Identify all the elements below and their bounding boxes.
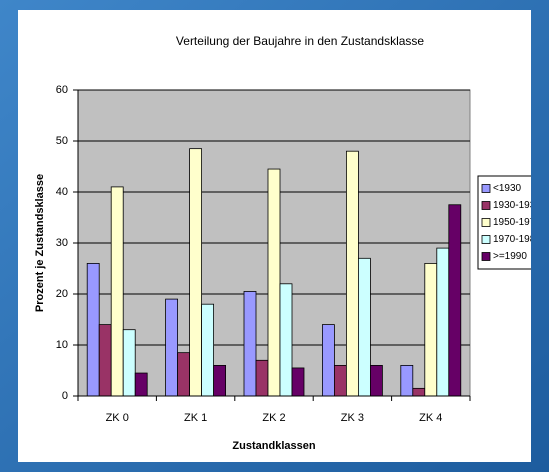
bar — [412, 387, 426, 397]
bar — [134, 372, 148, 397]
bar — [369, 364, 383, 397]
bar — [110, 186, 124, 397]
x-tick-label: ZK 1 — [184, 412, 207, 424]
bar — [357, 257, 371, 397]
bar — [321, 324, 335, 397]
legend-label: 1950-197 — [493, 217, 536, 228]
bar — [279, 283, 293, 397]
legend-swatch — [481, 218, 491, 227]
bar — [165, 298, 179, 397]
x-tick-label: ZK 4 — [419, 412, 442, 424]
chart-title: Verteilung der Baujahre in den Zustandsk… — [176, 34, 424, 48]
bar — [424, 262, 438, 397]
legend-swatch — [481, 235, 491, 244]
legend-label: 1970-198 — [493, 234, 536, 245]
y-tick-label: 10 — [56, 339, 68, 351]
x-axis-title: Zustandklassen — [232, 440, 315, 452]
bar — [448, 204, 462, 397]
y-tick-label: 0 — [62, 390, 68, 402]
x-tick-label: ZK 3 — [341, 412, 364, 424]
x-tick-label: ZK 0 — [106, 412, 129, 424]
bar — [201, 303, 215, 397]
bar — [213, 364, 227, 397]
x-tick-label: ZK 2 — [262, 412, 285, 424]
chart: Verteilung der Baujahre in den Zustandsk… — [34, 34, 536, 452]
bar — [333, 364, 347, 397]
y-tick-label: 30 — [56, 237, 68, 249]
legend-label: <1930 — [493, 183, 522, 194]
legend-swatch — [481, 201, 491, 210]
bar — [255, 359, 269, 397]
y-axis-title: Prozent je Zustandsklasse — [34, 174, 46, 312]
bar — [189, 148, 203, 397]
y-tick-label: 60 — [56, 84, 68, 96]
bar — [291, 367, 305, 397]
legend-swatch — [481, 184, 491, 193]
y-tick-label: 40 — [56, 186, 68, 198]
legend-label: 1930-193 — [493, 200, 536, 211]
bar — [86, 262, 100, 397]
y-tick-label: 20 — [56, 288, 68, 300]
bar — [177, 352, 191, 397]
bar — [267, 168, 281, 397]
bar — [98, 324, 112, 397]
y-tick-label: 50 — [56, 135, 68, 147]
bar — [400, 364, 414, 397]
bar — [345, 150, 359, 397]
bar — [122, 329, 136, 397]
bar — [243, 291, 257, 397]
legend-swatch — [481, 252, 491, 261]
legend-label: >=1990 — [493, 251, 527, 262]
bar — [436, 247, 450, 397]
